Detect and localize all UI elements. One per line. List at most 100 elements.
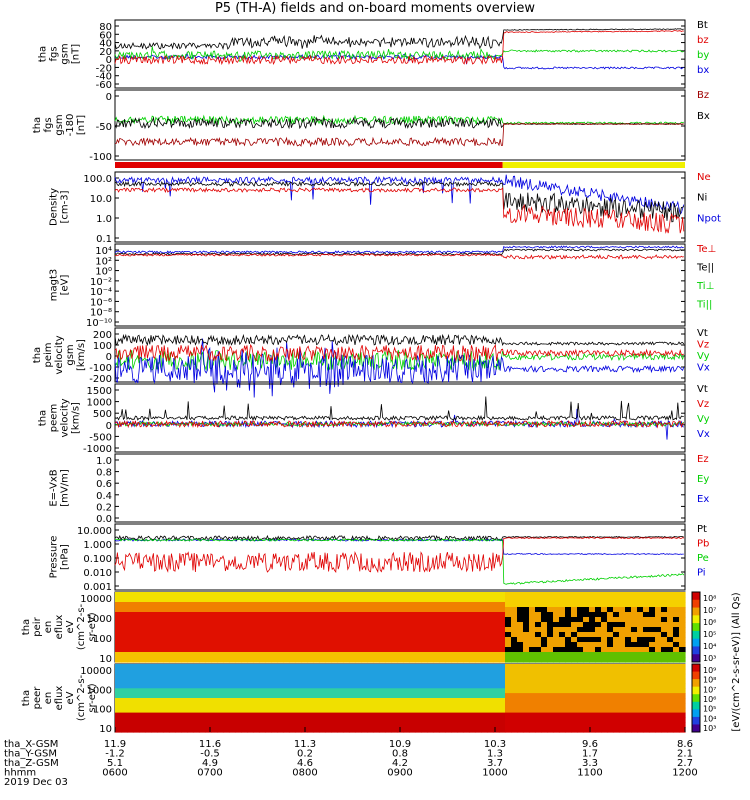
y-axis-label: en [43, 621, 54, 634]
legend-entry: Ti⊥ [696, 281, 714, 292]
x-tick-value: 0900 [387, 768, 412, 779]
legend-entry: Ni [697, 193, 707, 204]
x-tick-value: 10.9 [389, 739, 411, 750]
trace-blue [114, 245, 684, 254]
legend-entry: Vx [697, 363, 710, 374]
x-tick-value: 0.8 [392, 749, 408, 760]
x-tick-value: 3.3 [582, 758, 598, 769]
legend-entry: Ex [697, 494, 709, 505]
y-axis-label: E=-VxB [49, 469, 60, 506]
legend-entry: Bx [697, 111, 710, 122]
trace-green [114, 114, 684, 126]
y-tick-label: 100 [93, 634, 112, 645]
y-tick-label: 40 [99, 39, 112, 50]
y-axis-label: fgs [43, 117, 54, 132]
legend-entry: Bt [697, 20, 708, 31]
colorbar-tick: 10⁶ [703, 695, 716, 704]
trace-bt [114, 28, 684, 50]
y-tick-label: -500 [89, 432, 112, 443]
colorbar-tick: 10⁸ [703, 594, 716, 603]
y-axis-label: tha [32, 347, 43, 363]
y-tick-label: -60 [96, 80, 112, 91]
colorbar-peir: 10⁸ 10⁷ 10⁶ 10⁵ 10⁴ 10³ [691, 591, 716, 663]
y-axis-label: en [43, 692, 54, 705]
y-axis-label: eflux [54, 686, 65, 711]
trace-vx [114, 408, 684, 440]
y-axis-label: sr-eV) [87, 683, 98, 712]
x-tick-value: 8.6 [677, 739, 693, 750]
colorbar-tick: 10³ [703, 654, 716, 663]
y-tick-label: 1500 [87, 386, 112, 397]
legend-entry: by [697, 50, 709, 61]
x-tick-value: 11.9 [104, 739, 126, 750]
y-tick-label: -200 [89, 374, 112, 385]
trace-bx [114, 50, 684, 70]
legend-entry: Pe [697, 553, 709, 564]
legend-entry: Te⊥ [696, 244, 716, 255]
y-tick-label: 0 [106, 55, 112, 66]
y-tick-label: 500 [93, 409, 112, 420]
y-tick-label: 10² [95, 256, 112, 267]
x-tick-value: 1100 [577, 768, 602, 779]
legend-entry: Vz [697, 399, 709, 410]
colorbar-tick: 10³ [703, 724, 716, 733]
y-tick-label: -20 [96, 63, 112, 74]
x-row-label: tha_X-GSM [4, 739, 58, 750]
y-axis-label: peir [32, 616, 43, 636]
date-label: 2019 Dec 03 [4, 777, 68, 788]
y-axis-label: [cm-3] [60, 190, 71, 223]
y-tick-label: -1000 [83, 444, 112, 455]
spectrogram-peir [115, 592, 686, 663]
y-tick-label: 1000 [87, 398, 112, 409]
y-tick-label: 10⁻⁶ [90, 297, 112, 308]
colorbar-tick: 10⁶ [703, 618, 716, 627]
trace-vt [114, 333, 685, 347]
y-axis-label: [km/s] [71, 402, 82, 434]
y-axis-label: [mV/m] [60, 469, 71, 507]
x-tick-value: 4.9 [202, 758, 218, 769]
x-tick-value: 2.7 [677, 758, 693, 769]
plot-title: P5 (TH-A) fields and on-board moments ov… [214, 1, 536, 16]
y-tick-label: 20 [99, 47, 112, 58]
x-tick-value: 1000 [482, 768, 507, 779]
y-tick-label: 10⁰ [95, 267, 112, 278]
legend-entry: bx [697, 65, 709, 76]
panel-7: 10.000 1.000 0.100 0.010 0.001 Pressure [nPa] P… [49, 523, 709, 593]
legend-entry: Vt [697, 384, 708, 395]
y-tick-label: 100.0 [83, 174, 112, 185]
y-axis-label: (cm^2-s- [76, 603, 87, 650]
x-tick-value: 4.2 [392, 758, 408, 769]
y-tick-label: -50 [96, 122, 112, 133]
mode-bar-slow [115, 162, 503, 168]
y-tick-label: 0.010 [83, 568, 112, 579]
y-tick-label: 1.0 [96, 456, 112, 467]
x-tick-value: 1.7 [582, 749, 598, 760]
y-tick-label: 10⁴ [95, 246, 112, 257]
legend-entry: Pi [697, 568, 706, 579]
y-tick-label: 1.000 [83, 540, 112, 551]
legend-entry: Ez [697, 454, 709, 465]
y-tick-label: 10000 [80, 666, 112, 677]
y-tick-label: 1.0 [96, 214, 112, 225]
colorbar-tick: 10⁷ [703, 606, 716, 615]
x-row-label: tha_Y-GSM [4, 749, 57, 760]
panel-2: 100.0 10.0 1.0 0.1 Density [cm-3] Ne Ni Npot [49, 171, 721, 245]
y-axis-label: tha [38, 46, 49, 62]
trace-pi [114, 538, 684, 555]
x-tick-value: 0.2 [297, 749, 313, 760]
trace-te-par [114, 248, 684, 256]
y-tick-label: 100 [93, 705, 112, 716]
y-axis-label: Density [49, 188, 60, 226]
y-axis-label: tha [38, 410, 49, 426]
trace-vy [114, 349, 685, 372]
legend-entry: Vz [697, 340, 709, 351]
trace-npot [114, 174, 685, 215]
x-tick-value: 5.1 [107, 758, 123, 769]
legend-entry: Ey [697, 474, 709, 485]
y-tick-label: -100 [89, 152, 112, 163]
